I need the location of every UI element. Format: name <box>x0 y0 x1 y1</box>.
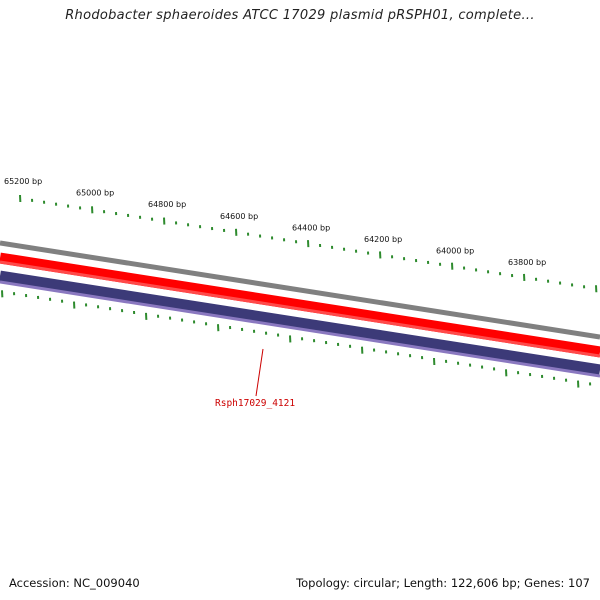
forward-strand-track[interactable] <box>0 252 600 358</box>
backbone-track <box>0 240 600 340</box>
gene-label[interactable]: Rsph17029_4121 <box>215 398 295 409</box>
reverse-strand-edge <box>0 280 600 378</box>
tick-label: 64200 bp <box>364 235 402 244</box>
tick-label: 65000 bp <box>76 189 114 198</box>
tick-label: 64400 bp <box>292 223 330 232</box>
tick-label: 65200 bp <box>4 177 42 186</box>
genome-summary: Topology: circular; Length: 122,606 bp; … <box>296 576 590 590</box>
accession-text: Accession: NC_009040 <box>9 576 140 590</box>
outer-tick-track: 65200 bp 65000 bp 64800 bp 64600 bp 64400 bp… <box>4 177 598 293</box>
reverse-strand-track[interactable] <box>0 270 600 376</box>
map-title: Rhodobacter sphaeroides ATCC 17029 plasm… <box>65 8 535 23</box>
gene-callout[interactable]: Rsph17029_4121 <box>215 348 295 409</box>
tick-label: 64600 bp <box>220 212 258 221</box>
tick-label: 63800 bp <box>508 258 546 267</box>
inner-tick-track <box>1 290 592 388</box>
feature-tracks <box>0 240 600 378</box>
gene-callout-line <box>255 348 264 397</box>
forward-strand-highlight <box>0 260 600 358</box>
tick-label: 64800 bp <box>148 200 186 209</box>
tick-label: 64000 bp <box>436 247 474 256</box>
